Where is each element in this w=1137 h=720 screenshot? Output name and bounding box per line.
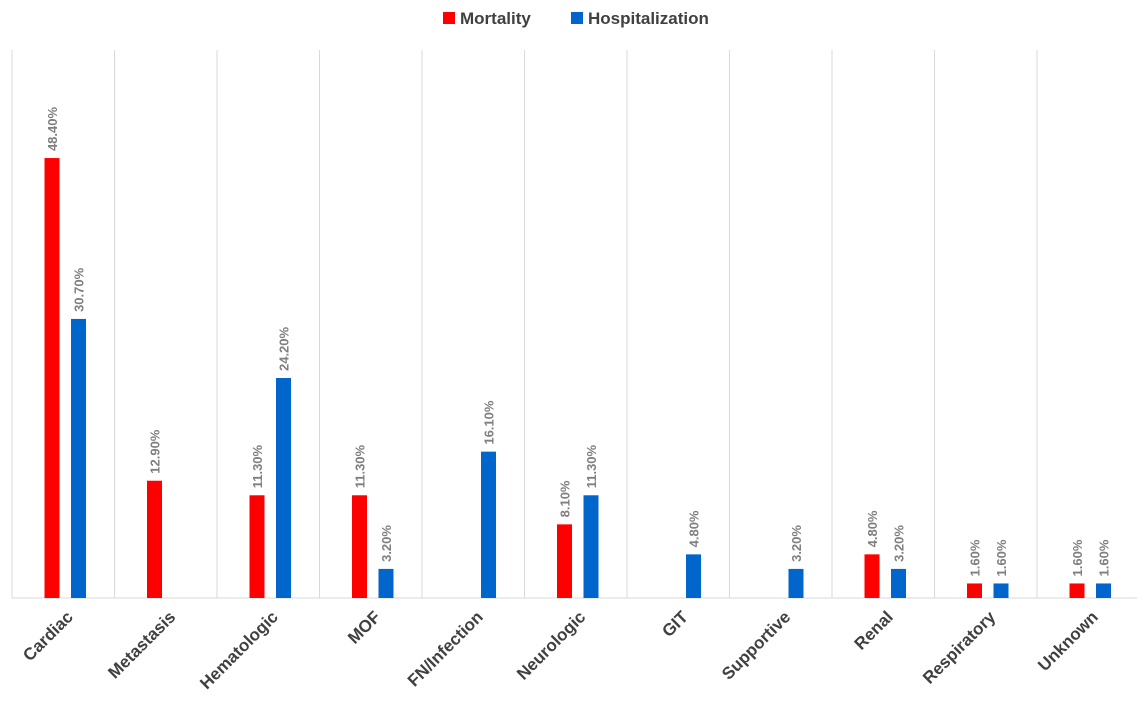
data-label-mortality: 8.10% [558, 480, 573, 517]
data-label-mortality: 48.40% [45, 107, 60, 152]
category-label: Supportive [718, 607, 794, 683]
bar-mortality [44, 158, 60, 598]
bar-hospitalization [1096, 583, 1111, 598]
data-label-hospitalization: 3.20% [789, 525, 804, 562]
bar-hospitalization [71, 318, 86, 598]
category-label: Metastasis [104, 607, 179, 682]
data-label-mortality: 4.80% [865, 510, 880, 547]
bar-hospitalization [788, 568, 804, 598]
legend-swatch-hospitalization [571, 12, 583, 24]
data-label-mortality: 1.60% [968, 539, 983, 576]
bar-hospitalization [891, 568, 906, 598]
legend-swatch-mortality [443, 12, 455, 24]
bar-mortality [864, 554, 880, 598]
data-label-mortality: 12.90% [148, 429, 163, 474]
bar-hospitalization [481, 451, 496, 598]
legend-label-hospitalization: Hospitalization [588, 9, 709, 28]
category-label: Hematologic [196, 607, 282, 693]
bar-hospitalization [276, 378, 291, 598]
bars [44, 158, 1111, 598]
category-label: Renal [851, 607, 897, 653]
data-label-hospitalization: 3.20% [892, 525, 907, 562]
bar-hospitalization [993, 583, 1009, 598]
category-label: Unknown [1034, 607, 1102, 675]
bar-mortality [557, 524, 572, 598]
category-label: FN/Infection [404, 607, 487, 690]
category-labels: Cardiac Metastasis Hematologic MOF FN/Infect… [19, 607, 1102, 693]
category-label: MOF [344, 607, 384, 647]
category-label: Neurologic [513, 607, 589, 683]
bar-mortality [967, 583, 982, 598]
bar-hospitalization [583, 495, 599, 598]
data-label-hospitalization: 24.20% [277, 326, 292, 371]
data-label-mortality: 11.30% [250, 444, 265, 488]
category-gridlines [11, 50, 1038, 598]
bar-mortality [147, 480, 162, 598]
category-label: Respiratory [919, 607, 1000, 688]
category-label: Cardiac [19, 607, 77, 665]
legend-label-mortality: Mortality [460, 9, 531, 28]
data-label-hospitalization: 30.70% [72, 267, 87, 312]
category-label: GIT [658, 607, 692, 641]
bar-mortality [1069, 583, 1085, 598]
bar-mortality [249, 495, 265, 598]
data-label-mortality: 1.60% [1070, 539, 1085, 576]
bar-hospitalization [378, 568, 394, 598]
data-label-hospitalization: 1.60% [994, 539, 1009, 576]
data-label-hospitalization: 3.20% [379, 525, 394, 562]
bar-hospitalization [686, 554, 701, 598]
data-label-mortality: 11.30% [353, 444, 368, 488]
data-label-hospitalization: 1.60% [1097, 539, 1112, 576]
data-label-hospitalization: 11.30% [584, 444, 599, 488]
data-label-hospitalization: 16.10% [482, 400, 497, 445]
data-labels: 48.40% 30.70% 12.90% 11.30% 24.20% 11.30% 3.20… [45, 107, 1112, 577]
data-label-hospitalization: 4.80% [687, 510, 702, 547]
bar-mortality [352, 495, 367, 598]
legend: Mortality Hospitalization [443, 9, 709, 28]
